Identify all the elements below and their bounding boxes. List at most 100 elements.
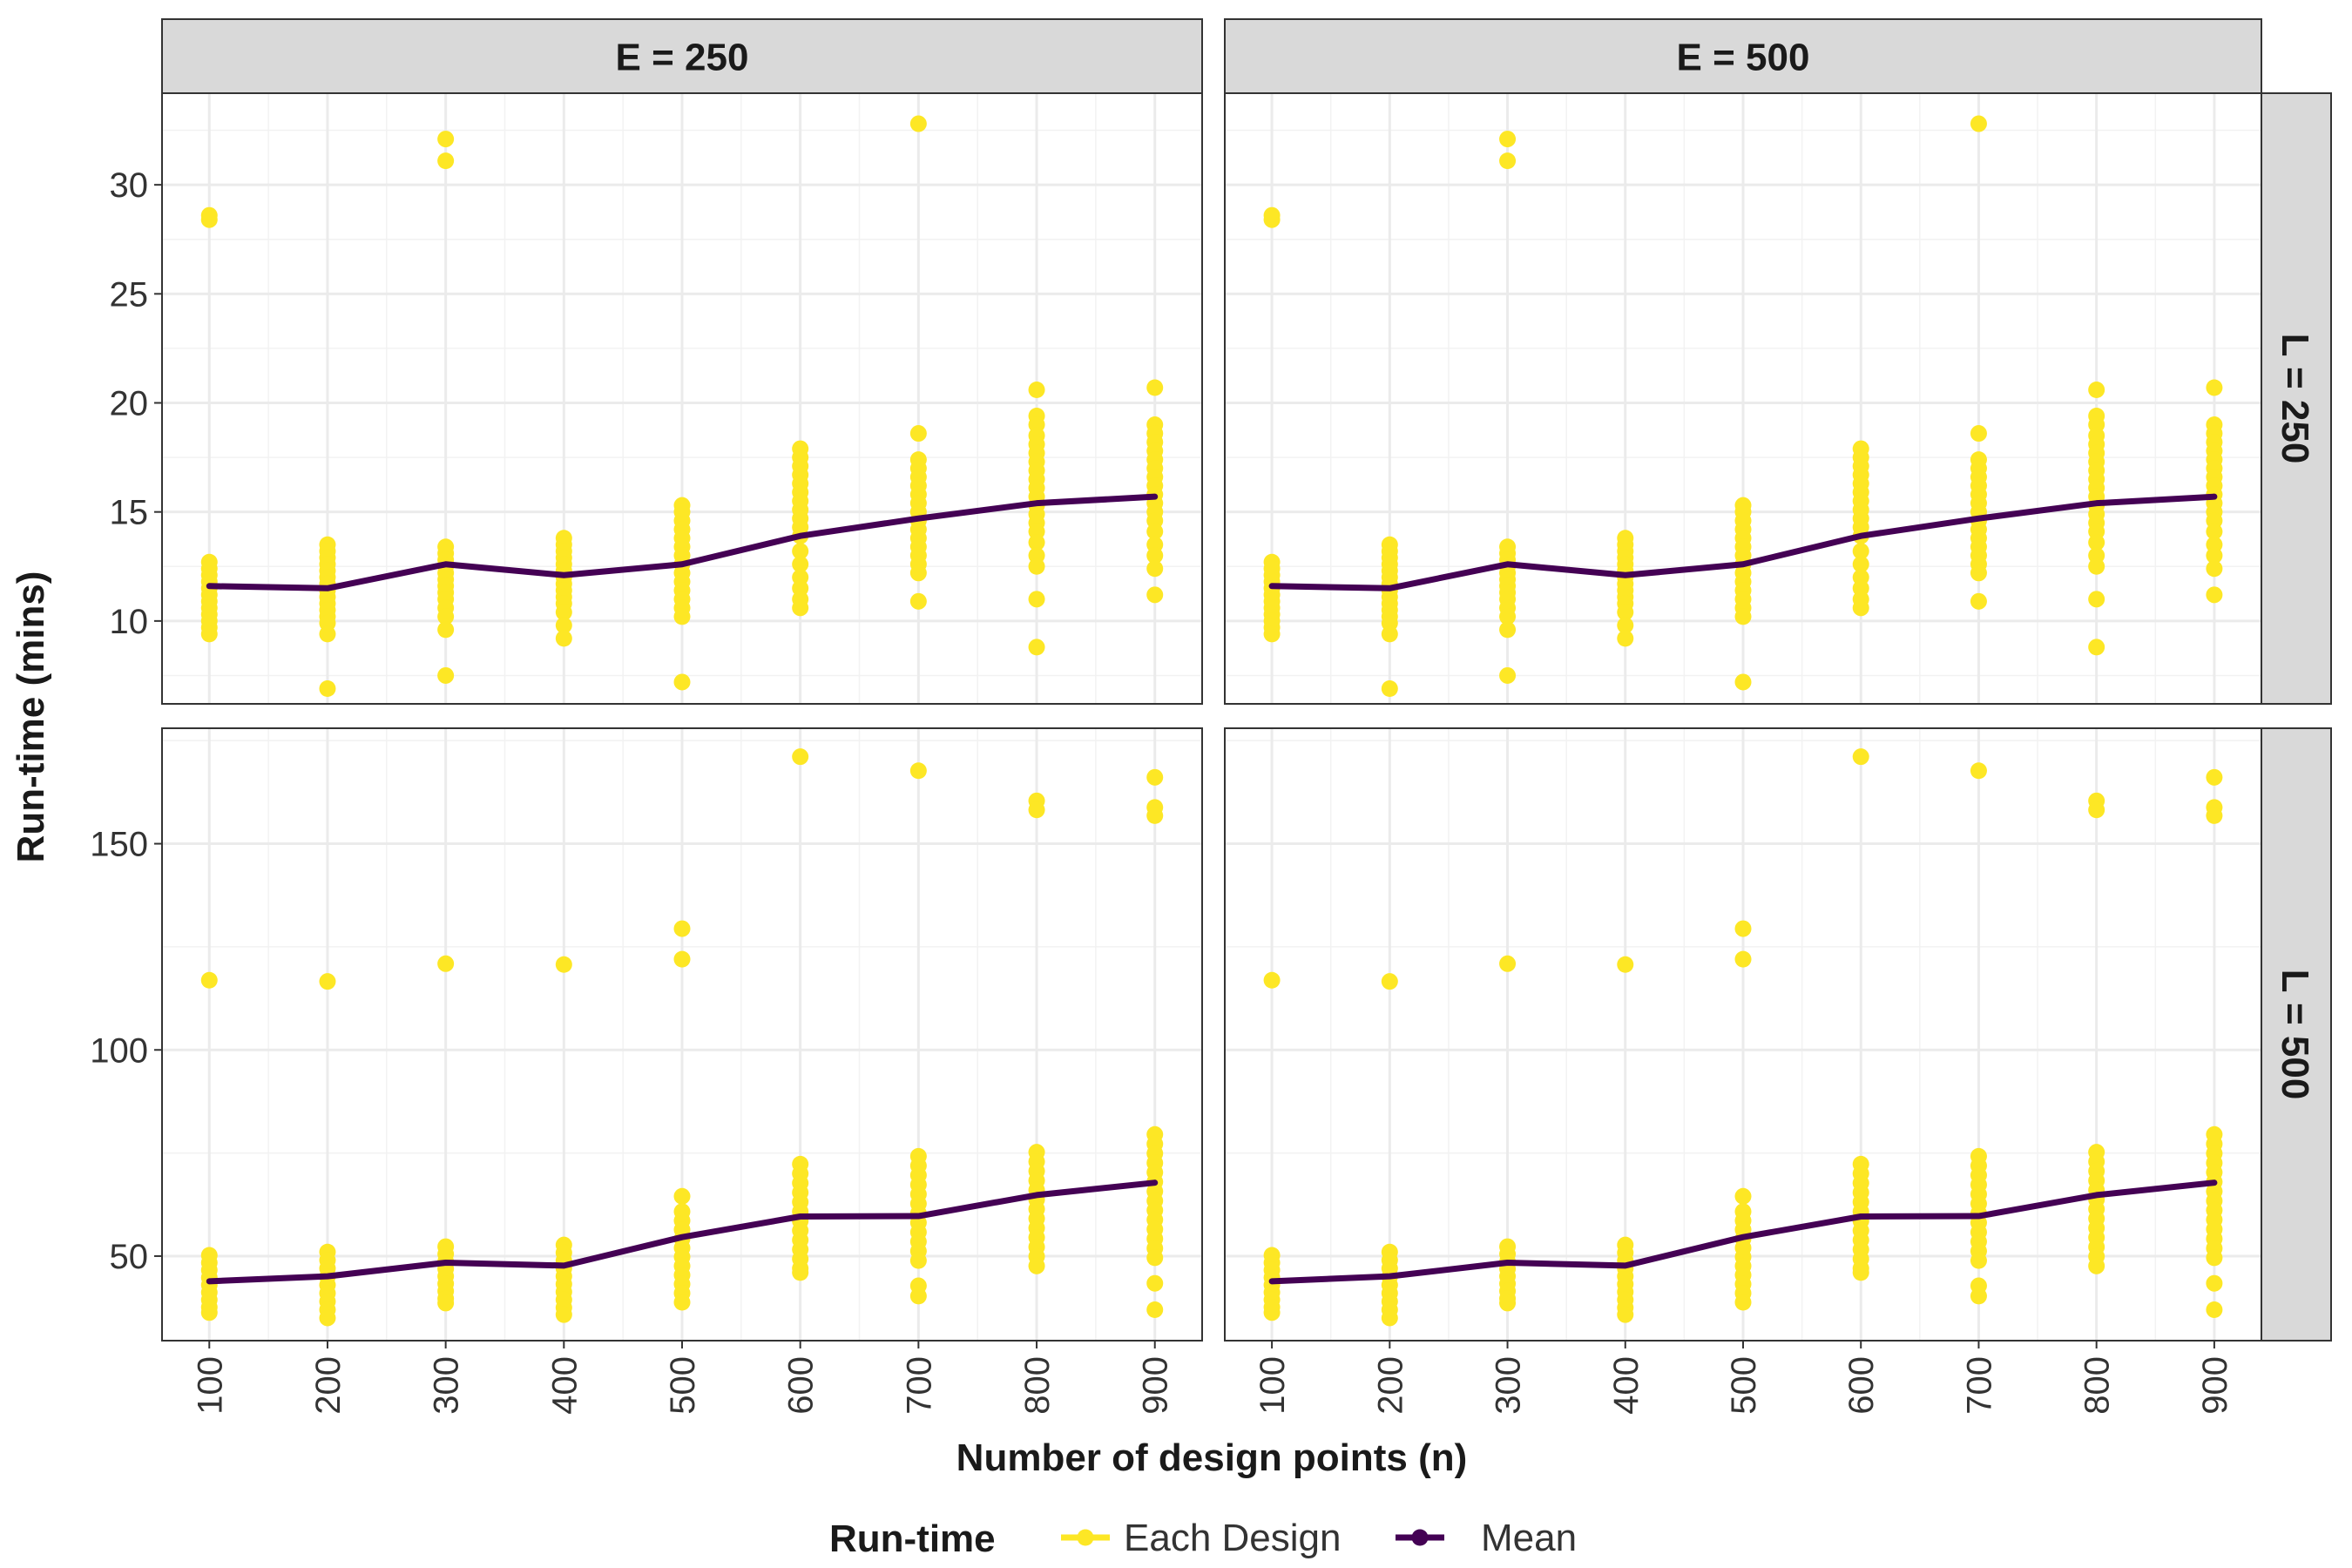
data-point-each-design	[1734, 673, 1752, 691]
facet-strip-label: E = 250	[616, 37, 749, 79]
data-point-each-design	[1381, 679, 1398, 697]
data-point-each-design	[437, 1294, 455, 1312]
mean-line	[1268, 1179, 2218, 1285]
data-point-each-design	[1146, 560, 1164, 578]
facet-strip-row	[2261, 727, 2332, 1342]
panel-border	[1224, 92, 2262, 705]
data-point-each-design	[2206, 1274, 2223, 1292]
data-point-each-design	[1381, 1309, 1398, 1327]
data-point-each-design	[909, 115, 927, 132]
data-point-each-design	[1381, 625, 1398, 643]
facet-strip-column	[161, 18, 1203, 94]
data-point-each-design	[909, 425, 927, 443]
data-point-each-design	[1852, 556, 1869, 573]
data-point-each-design	[1734, 950, 1752, 968]
data-point-each-design	[2206, 1249, 2223, 1267]
data-point-each-design	[2088, 801, 2105, 819]
data-point-each-design	[1028, 381, 1045, 398]
data-point-each-design	[1970, 425, 1987, 443]
data-point-each-design	[1734, 1187, 1752, 1205]
facet-panel	[161, 727, 1203, 1342]
data-point-each-design	[1734, 608, 1752, 625]
data-point-each-design	[2088, 639, 2105, 656]
data-point-each-design	[2088, 1257, 2105, 1274]
data-point-each-design	[1617, 1306, 1634, 1323]
data-point-each-design	[1499, 131, 1517, 148]
facet-panel	[1224, 727, 2262, 1342]
data-point-each-design	[1146, 1249, 1164, 1267]
data-point-each-design	[2206, 547, 2223, 564]
legend-label: Mean	[1481, 1517, 1577, 1559]
data-point-each-design	[437, 666, 455, 684]
data-point-each-design	[555, 617, 572, 634]
data-point-each-design	[2088, 534, 2105, 551]
data-point-each-design	[1499, 152, 1517, 170]
data-point-each-design	[1852, 748, 1869, 766]
data-point-each-design	[673, 673, 691, 691]
legend-key-point	[1077, 1529, 1094, 1546]
y-tick-label: 25	[110, 275, 149, 314]
x-tick-label: 200	[309, 1356, 348, 1415]
data-point-each-design	[1970, 564, 1987, 582]
data-point-each-design	[673, 1187, 691, 1205]
data-point-each-design	[673, 1294, 691, 1311]
data-point-each-design	[673, 920, 691, 937]
facet-panel	[1224, 92, 2262, 705]
data-point-each-design	[1734, 1294, 1752, 1311]
x-axis-title: Number of design points (n)	[956, 1436, 1468, 1479]
data-point-each-design	[1970, 1288, 1987, 1305]
x-tick-label: 500	[664, 1356, 702, 1415]
data-point-each-design	[555, 956, 572, 973]
x-tick-label: 400	[545, 1356, 584, 1415]
data-point-each-design	[319, 973, 336, 990]
x-tick-label: 800	[1018, 1356, 1057, 1415]
data-point-each-design	[1617, 617, 1634, 634]
mean-line	[206, 493, 1159, 591]
data-point-each-design	[673, 950, 691, 968]
data-point-each-design	[1734, 920, 1752, 937]
data-point-each-design	[1852, 1264, 1869, 1281]
data-point-each-design	[909, 1288, 927, 1305]
data-point-each-design	[1499, 621, 1517, 639]
facet-strip-label: L = 500	[2274, 970, 2316, 1100]
data-point-each-design	[200, 211, 218, 228]
data-point-each-design	[792, 1264, 809, 1281]
y-tick-label: 10	[110, 603, 149, 641]
mean-line	[206, 1179, 1159, 1285]
data-point-each-design	[437, 131, 455, 148]
legend-title: Run-time	[829, 1517, 996, 1560]
facet-strip-label: L = 250	[2274, 334, 2316, 464]
data-point-each-design	[673, 608, 691, 625]
x-tick-label: 700	[1960, 1356, 1998, 1415]
y-tick-label: 15	[110, 494, 149, 532]
data-point-each-design	[1970, 762, 1987, 780]
data-point-each-design	[909, 1252, 927, 1269]
data-point-each-design	[1146, 547, 1164, 564]
data-point-each-design	[1146, 768, 1164, 786]
data-point-each-design	[555, 630, 572, 647]
x-tick-label: 800	[2078, 1356, 2117, 1415]
y-tick-label: 20	[110, 385, 149, 423]
data-point-each-design	[2206, 379, 2223, 396]
data-point-each-design	[200, 625, 218, 643]
data-point-each-design	[1970, 115, 1987, 132]
data-point-each-design	[1028, 801, 1045, 819]
data-point-each-design	[909, 564, 927, 582]
data-point-each-design	[1263, 1304, 1281, 1321]
facet-strip-label: E = 500	[1677, 37, 1810, 79]
data-point-each-design	[1146, 379, 1164, 396]
data-point-each-design	[1263, 625, 1281, 643]
x-tick-label: 900	[1137, 1356, 1175, 1415]
data-point-each-design	[1263, 971, 1281, 989]
x-tick-label: 400	[1607, 1356, 1646, 1415]
legend-label: Each Design	[1124, 1517, 1341, 1559]
data-point-each-design	[2206, 807, 2223, 824]
data-point-each-design	[1852, 543, 1869, 560]
x-tick-label: 200	[1371, 1356, 1409, 1415]
x-tick-label: 900	[2196, 1356, 2234, 1415]
data-point-each-design	[1028, 558, 1045, 575]
data-point-each-design	[1617, 604, 1634, 621]
data-point-each-design	[2206, 768, 2223, 786]
data-point-each-design	[319, 1309, 336, 1327]
data-point-each-design	[1499, 608, 1517, 625]
